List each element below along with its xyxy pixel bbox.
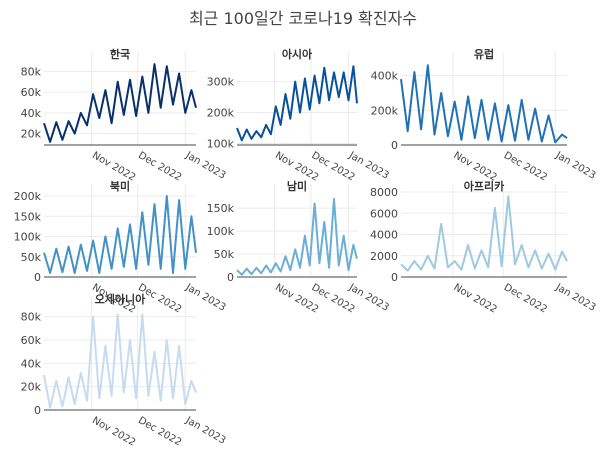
chart-title: 최근 100일간 코로나19 확진자수: [189, 9, 417, 28]
series-line: [237, 199, 357, 275]
series-line: [237, 66, 357, 140]
y-tick-label: 60k: [21, 86, 42, 99]
x-tick-label: Jan 2023: [183, 282, 228, 314]
series-line: [44, 196, 196, 273]
panel-title: 남미: [287, 179, 307, 193]
y-tick-label: 50k: [214, 248, 235, 261]
x-tick-label: Nov 2022: [90, 150, 137, 184]
y-tick-label: 60k: [21, 334, 42, 347]
y-tick-label: 100k: [207, 225, 235, 238]
y-tick-label: 20k: [21, 381, 42, 394]
y-tick-label: 300k: [207, 76, 235, 89]
y-tick-label: 0: [391, 139, 398, 152]
y-tick-label: 80k: [21, 311, 42, 324]
y-tick-label: 80k: [21, 65, 42, 78]
panel-title: 오세아니아: [95, 292, 146, 306]
panel-title: 한국: [110, 47, 130, 61]
y-tick-label: 2000: [370, 250, 398, 263]
y-tick-label: 40k: [21, 357, 42, 370]
y-tick-label: 0: [34, 404, 41, 417]
panel-3: 0 200k 400k Nov 2022 Dec 2022 Jan 2023 유럽: [371, 47, 598, 184]
x-tick-label: Jan 2023: [183, 150, 228, 182]
y-tick-label: 40k: [21, 107, 42, 120]
y-tick-label: 50k: [21, 251, 42, 264]
series-line: [401, 65, 567, 142]
series-line: [44, 64, 196, 142]
panel-title: 유럽: [474, 47, 494, 61]
panel-title: 아프리카: [464, 179, 504, 193]
panel-6: 0 2000 4000 6000 8000 Nov 2022 Dec 2022 Jan 202…: [370, 179, 597, 316]
x-tick-label: Dec 2022: [502, 150, 549, 184]
y-tick-label: 150k: [14, 210, 42, 223]
x-tick-label: Dec 2022: [136, 150, 183, 184]
y-tick-label: 400k: [371, 70, 399, 83]
x-tick-label: Nov 2022: [451, 282, 498, 316]
x-tick-label: Dec 2022: [136, 415, 183, 449]
panel-title: 아시아: [282, 47, 313, 61]
y-tick-label: 200k: [14, 190, 42, 203]
x-tick-label: Dec 2022: [502, 282, 549, 316]
y-tick-label: 20k: [21, 128, 42, 141]
y-tick-label: 8000: [370, 186, 398, 199]
x-tick-label: Jan 2023: [553, 282, 598, 314]
x-tick-label: Nov 2022: [451, 150, 498, 184]
y-tick-label: 4000: [370, 229, 398, 242]
x-tick-label: Nov 2022: [90, 415, 137, 449]
x-tick-label: Jan 2023: [553, 150, 598, 182]
x-tick-label: Jan 2023: [183, 415, 228, 447]
y-tick-label: 0: [34, 271, 41, 284]
series-line: [44, 314, 196, 407]
series-line: [401, 196, 567, 270]
y-tick-label: 0: [391, 271, 398, 284]
y-tick-label: 150k: [207, 202, 235, 215]
y-tick-label: 200k: [207, 107, 235, 120]
y-tick-label: 0: [227, 271, 234, 284]
panel-title: 북미: [110, 179, 130, 193]
y-tick-label: 100k: [14, 231, 42, 244]
y-tick-label: 100k: [207, 137, 235, 150]
y-tick-label: 6000: [370, 207, 398, 220]
y-tick-label: 200k: [371, 104, 399, 117]
